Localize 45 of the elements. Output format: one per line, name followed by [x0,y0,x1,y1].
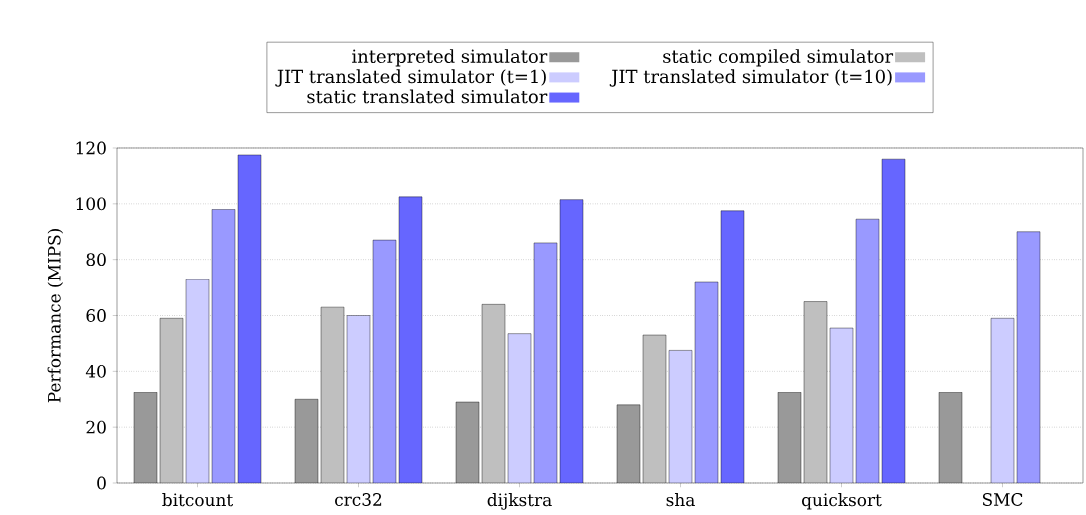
y-tick-label: 120 [76,141,106,155]
bar [399,196,422,483]
bar [160,318,183,483]
bar [508,333,531,483]
x-tick-label: crc32 [335,493,382,506]
bar [990,318,1015,483]
bar [778,392,801,483]
legend-label: static translated simulator [307,89,548,104]
x-tick-label: sha [666,493,695,507]
legend-label: static compiled simulator [663,49,894,67]
bar [560,199,583,483]
y-tick-label: 20 [86,420,106,434]
bar [482,304,505,483]
bar [856,219,879,483]
x-tick-label: quicksort [802,493,882,510]
bar [830,328,853,483]
legend-label: JIT translated simulator (t=1) [275,69,546,87]
bar [186,279,209,483]
y-tick-label: 60 [86,309,106,322]
y-tick-label: 100 [76,197,106,211]
y-tick-label: 0 [97,476,106,490]
bar [534,242,557,483]
x-tick-label: dijkstra [487,493,552,510]
bar [347,315,370,483]
bar [1016,231,1041,483]
bar [617,404,640,483]
bar [669,350,692,483]
bar [373,240,396,483]
bar [695,282,718,483]
y-tick-label: 80 [86,253,106,267]
bar [881,158,906,483]
bar [803,301,828,483]
bar [238,154,261,483]
x-tick-label: SMC [982,493,1023,506]
y-tick-label: 40 [85,364,106,378]
x-tick-label: bitcount [162,493,234,507]
bar [643,335,666,483]
legend-label: interpreted simulator [352,49,548,67]
bar [721,210,744,483]
bar [212,209,235,483]
y-axis-title: Performance (MIPS) [47,229,64,403]
bar [321,307,344,483]
bar [938,392,963,483]
legend-label: JIT translated simulator (t=10) [609,69,892,87]
bar [134,392,157,483]
